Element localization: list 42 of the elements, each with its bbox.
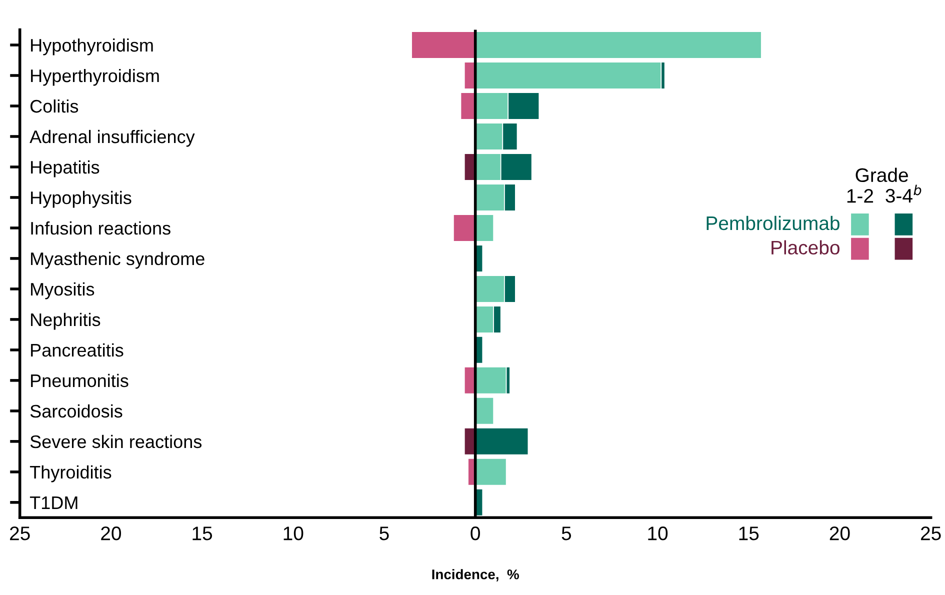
x-tick-label: 5 (562, 526, 572, 540)
bar (474, 62, 662, 90)
x-tick-label: 0 (470, 526, 480, 540)
y-tick-label: Hypophysitis (31, 190, 132, 208)
bar (474, 458, 507, 486)
y-tick-label: Myasthenic syndrome (31, 252, 204, 269)
y-tick-label: Hypothyroidism (31, 38, 153, 56)
y-tick-label: Pneumonitis (31, 374, 128, 388)
x-tick-label: 10 (284, 526, 304, 540)
y-tick-label: Thyroiditis (30, 465, 112, 482)
x-tick-label: 15 (739, 526, 759, 540)
x-tick-label: 20 (830, 526, 850, 540)
legend-label: Pembrolizumab (706, 216, 840, 230)
y-tick-label: T1DM (30, 496, 78, 509)
y-tick-label: Myositis (31, 282, 94, 300)
x-tick-label: 20 (101, 526, 121, 540)
y-tick-label: Pancreatitis (31, 343, 124, 357)
annotation: 3-4$^{b}$ (886, 184, 922, 203)
bar (474, 397, 494, 425)
bar (453, 214, 476, 242)
bar (411, 31, 476, 59)
x-tick-label: 15 (192, 526, 212, 540)
x-axis-title: Incidence, % (432, 569, 519, 582)
x-tick-label: 25 (920, 526, 941, 540)
y-tick-label: Infusion reactions (31, 221, 170, 235)
bar (474, 428, 529, 456)
y-tick-label: Severe skin reactions (30, 434, 202, 448)
annotation: 1-2 (847, 189, 874, 203)
x-tick-label: 5 (380, 526, 389, 540)
legend-label: Placebo (772, 240, 840, 255)
x-tick-label: 25 (10, 526, 30, 540)
y-tick-label: Hepatitis (31, 160, 100, 178)
bar (474, 366, 507, 394)
y-tick-label: Hyperthyroidism (31, 68, 159, 86)
y-tick-label: Nephritis (31, 312, 100, 330)
legend-title: Grade (856, 168, 908, 182)
y-tick-label: Colitis (30, 99, 78, 113)
x-tick-label: 10 (648, 526, 668, 540)
y-tick-label: Adrenal insufficiency (30, 130, 195, 147)
y-tick-label: Sarcoidosis (30, 404, 122, 418)
bar (474, 214, 494, 242)
bar (474, 31, 762, 59)
